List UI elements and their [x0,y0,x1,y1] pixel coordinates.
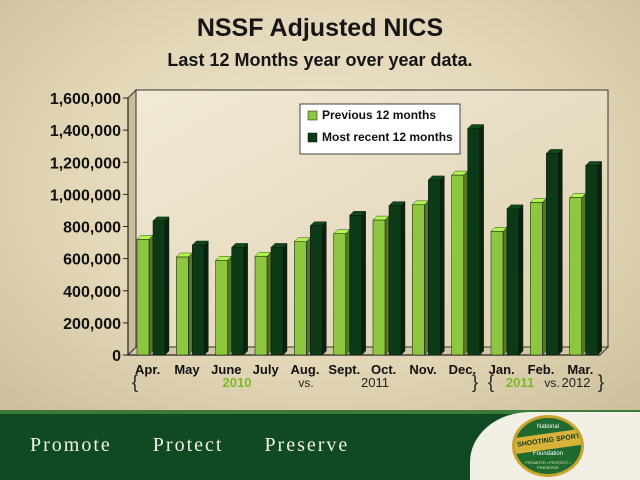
bar-side [306,237,311,356]
bar-recent [270,247,284,356]
bar-side [440,175,445,356]
bar-side [164,216,170,356]
bar-recent [546,153,559,356]
y-tick-label: 1,000,000 [50,187,121,204]
tagline-promote: Promote [30,434,112,456]
bar-side [424,200,429,356]
bar-previous [136,239,150,356]
bar-recent [349,215,362,356]
bar-side [227,255,232,356]
footer-stripe [0,410,640,414]
bar-side [597,160,602,356]
bar-previous [294,241,307,356]
plot-side-wall [127,88,137,357]
footer-tagline: Promote Protect Preserve [30,434,383,457]
legend-swatch [307,110,318,121]
logo-top-text: National [536,424,559,430]
chart-subtitle: Last 12 Months year over year data. [167,50,473,70]
y-tick-label: 1,200,000 [50,155,121,172]
bar-side [518,204,524,356]
bar-previous [451,174,464,356]
bar-side [542,197,547,356]
x-tick-label: Dec. [449,362,476,377]
bar-recent [388,205,402,356]
x-tick-label: July [253,362,280,377]
vs-label: vs. [298,376,313,390]
bar-recent [467,128,480,356]
x-tick-label: June [211,362,241,377]
bar-side [502,226,508,356]
bar-previous [372,219,386,356]
chart-title: NSSF Adjusted NICS [196,14,444,42]
bar-side [266,251,272,356]
nssf-logo: National SHOOTING SPORTS Foundation PROM… [512,415,584,477]
bar-side [148,234,154,356]
bar-side [188,252,193,356]
tagline-preserve: Preserve [264,434,350,456]
bar-recent [152,220,166,356]
x-tick-label: Feb. [528,362,555,377]
vs-label: vs. [544,376,559,390]
bar-side [361,210,366,356]
bar-previous [490,231,504,356]
logo-motto: PROMOTE • PROTECT • PRESERVE [525,460,571,470]
legend-box [299,103,461,155]
bar-recent [585,165,598,356]
brace-left: { [132,372,138,392]
tagline-protect: Protect [152,434,224,456]
bar-side [463,170,468,356]
brace-right: } [472,372,478,392]
bar-side [282,242,288,356]
y-tick-label: 200,000 [63,316,121,333]
x-tick-label: Mar. [567,362,593,377]
bar-previous [215,259,228,356]
x-tick-label: Aug. [291,362,320,377]
year-label: 2010 [223,375,252,390]
bar-recent [192,244,205,356]
bar-side [204,240,209,356]
bar-side [243,242,248,356]
y-tick-label: 0 [112,348,121,365]
year-label: 2012 [562,375,591,390]
y-tick-label: 400,000 [63,284,121,301]
bar-side [345,229,350,356]
brace-left: { [488,372,494,392]
year-label: 2011 [506,375,534,390]
x-tick-label: May [174,362,200,377]
bar-recent [506,208,520,356]
x-tick-label: Apr. [135,362,160,377]
bar-recent [428,179,441,356]
bar-side [384,215,390,356]
bar-chart: 0 200,000 400,000 600,000 800,000 1,000,000 1,… [50,88,610,392]
x-tick-label: Jan. [489,362,515,377]
bar-previous [333,233,346,356]
legend-swatch [307,132,318,143]
bar-previous [254,255,268,356]
bar-previous [176,256,189,356]
bar-side [558,148,563,356]
bar-previous [412,204,425,356]
y-tick-label: 600,000 [63,252,121,269]
legend-label: Previous 12 months [322,108,436,122]
bar-side [479,124,484,356]
legend-label: Most recent 12 months [322,130,453,144]
bar-previous [569,197,582,356]
bar-side [322,221,327,356]
x-tick-label: Sept. [328,362,360,377]
bar-recent [310,225,323,356]
year-label: 2011 [361,375,389,390]
x-tick-label: Nov. [409,362,436,377]
bar-side [581,193,586,356]
bar-side [400,201,406,356]
logo-bottom-text: Foundation [532,451,564,457]
bar-previous [530,202,543,356]
y-tick-label: 800,000 [63,220,121,237]
y-tick-label: 1,600,000 [50,91,121,108]
brace-right: } [598,372,604,392]
x-tick-label: Oct. [371,362,396,377]
bar-recent [231,247,244,356]
y-tick-label: 1,400,000 [50,123,121,140]
